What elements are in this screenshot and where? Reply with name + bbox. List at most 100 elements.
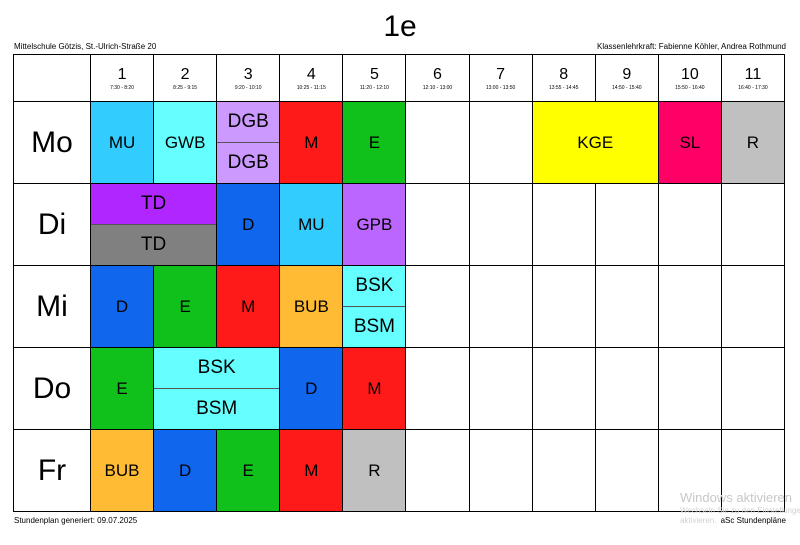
watermark-line: aktivieren. bbox=[680, 516, 717, 525]
lesson-cell[interactable]: D bbox=[154, 430, 217, 511]
empty-slot bbox=[595, 266, 658, 347]
lesson-group[interactable]: BSM bbox=[154, 388, 280, 429]
empty-slot bbox=[658, 266, 721, 347]
empty-slot bbox=[469, 102, 532, 183]
period-number: 8 bbox=[559, 65, 569, 83]
empty-slot bbox=[658, 430, 721, 511]
lesson-group[interactable]: BSM bbox=[343, 306, 406, 347]
period-time: 16:40 - 17:30 bbox=[738, 84, 768, 91]
brand-label: aSc Stundenpläne bbox=[720, 516, 786, 525]
lesson-group[interactable]: BSK bbox=[343, 266, 406, 306]
lesson-cell[interactable]: D bbox=[217, 184, 280, 265]
period-header: 1 7:30 - 8:20 bbox=[91, 55, 154, 101]
period-time: 13:00 - 13:50 bbox=[485, 84, 516, 91]
empty-slot bbox=[406, 184, 469, 265]
lesson-cell[interactable]: M bbox=[280, 430, 343, 511]
empty-slot bbox=[721, 430, 784, 511]
lesson-cell[interactable]: BUB bbox=[91, 430, 154, 511]
period-header: 4 10:25 - 11:15 bbox=[280, 55, 343, 101]
period-time: 9:20 - 10:10 bbox=[234, 84, 262, 91]
watermark-title: Windows aktivieren bbox=[680, 490, 792, 505]
school-address: Mittelschule Götzis, St.-Ulrich-Straße 2… bbox=[14, 42, 157, 51]
lesson-cell[interactable]: R bbox=[721, 102, 784, 183]
empty-slot bbox=[595, 184, 658, 265]
period-header: 3 9:20 - 10:10 bbox=[217, 55, 280, 101]
day-label: Do bbox=[14, 348, 90, 429]
lesson-group[interactable]: DGB bbox=[217, 142, 280, 183]
lesson-cell[interactable]: D bbox=[280, 348, 343, 429]
lesson-cell[interactable]: MU bbox=[280, 184, 343, 265]
period-time: 14:50 - 15:40 bbox=[612, 84, 642, 91]
lesson-cell[interactable]: KGE bbox=[532, 102, 658, 183]
timetable-grid: 1 7:30 - 8:20 2 8:25 - 9:15 3 9:20 - 10:10 4 10… bbox=[13, 54, 785, 512]
day-label: Fr bbox=[14, 430, 90, 511]
lesson-cell[interactable]: M bbox=[280, 102, 343, 183]
period-header: 11 16:40 - 17:30 bbox=[721, 55, 784, 101]
lesson-cell[interactable]: R bbox=[343, 430, 406, 511]
period-time: 10:25 - 11:15 bbox=[296, 84, 326, 91]
period-number: 1 bbox=[117, 65, 127, 83]
lesson-cell[interactable]: GPB bbox=[343, 184, 406, 265]
lesson-cell-split[interactable]: BSK BSM bbox=[154, 348, 280, 429]
empty-slot bbox=[532, 348, 595, 429]
empty-slot bbox=[721, 184, 784, 265]
empty-slot bbox=[406, 430, 469, 511]
period-header: 7 13:00 - 13:50 bbox=[469, 55, 532, 101]
lesson-cell[interactable]: E bbox=[343, 102, 406, 183]
lesson-group[interactable]: TD bbox=[91, 224, 217, 265]
period-number: 4 bbox=[306, 65, 316, 83]
period-time: 15:50 - 16:40 bbox=[675, 84, 705, 91]
empty-slot bbox=[469, 430, 532, 511]
empty-slot bbox=[658, 184, 721, 265]
lesson-cell[interactable]: GWB bbox=[154, 102, 217, 183]
empty-slot bbox=[532, 266, 595, 347]
lesson-group[interactable]: TD bbox=[91, 184, 217, 224]
period-number: 3 bbox=[243, 65, 253, 83]
empty-slot bbox=[469, 348, 532, 429]
lesson-cell[interactable]: BUB bbox=[280, 266, 343, 347]
empty-slot bbox=[532, 184, 595, 265]
lesson-group[interactable]: DGB bbox=[217, 102, 280, 142]
day-label: Mo bbox=[14, 102, 90, 183]
period-header: 9 14:50 - 15:40 bbox=[595, 55, 658, 101]
empty-slot bbox=[658, 348, 721, 429]
day-label: Mi bbox=[14, 266, 90, 347]
period-number: 2 bbox=[180, 65, 190, 83]
period-number: 6 bbox=[433, 65, 442, 83]
lesson-cell[interactable]: E bbox=[217, 430, 280, 511]
corner-cell bbox=[14, 55, 90, 101]
lesson-cell[interactable]: MU bbox=[91, 102, 154, 183]
activation-watermark: Windows aktivieren Wechseln Sie zu den E… bbox=[680, 490, 800, 526]
empty-slot bbox=[595, 430, 658, 511]
lesson-cell[interactable]: M bbox=[217, 266, 280, 347]
period-number: 11 bbox=[744, 65, 762, 83]
lesson-cell[interactable]: E bbox=[154, 266, 217, 347]
page-title: 1e bbox=[383, 10, 417, 43]
period-number: 5 bbox=[369, 65, 379, 83]
period-time: 13:55 - 14:45 bbox=[548, 84, 579, 91]
period-time: 7:30 - 8:20 bbox=[110, 84, 134, 91]
empty-slot bbox=[532, 430, 595, 511]
lesson-cell[interactable]: D bbox=[91, 266, 154, 347]
lesson-cell[interactable]: M bbox=[343, 348, 406, 429]
lesson-cell-split[interactable]: DGB DGB bbox=[217, 102, 280, 183]
lesson-cell-split[interactable]: BSK BSM bbox=[343, 266, 406, 347]
period-time: 11:20 - 12:10 bbox=[359, 84, 389, 91]
period-header: 5 11:20 - 12:10 bbox=[343, 55, 406, 101]
lesson-cell[interactable]: E bbox=[91, 348, 154, 429]
lesson-group[interactable]: BSK bbox=[154, 348, 280, 388]
empty-slot bbox=[469, 266, 532, 347]
empty-slot bbox=[595, 348, 658, 429]
watermark-line: Wechseln Sie zu den Einstellungen, um Wi… bbox=[680, 506, 800, 515]
empty-slot bbox=[721, 348, 784, 429]
period-header: 8 13:55 - 14:45 bbox=[532, 55, 595, 101]
period-header: 10 15:50 - 16:40 bbox=[658, 55, 721, 101]
lesson-cell[interactable]: SL bbox=[658, 102, 721, 183]
day-label: Di bbox=[14, 184, 90, 265]
lesson-cell-split[interactable]: TD TD bbox=[91, 184, 217, 265]
period-number: 9 bbox=[622, 65, 632, 83]
period-number: 7 bbox=[496, 65, 506, 83]
class-teachers: Klassenlehrkraft: Fabienne Köhler, Andre… bbox=[596, 42, 786, 51]
period-header: 2 8:25 - 9:15 bbox=[154, 55, 217, 101]
empty-slot bbox=[721, 266, 784, 347]
